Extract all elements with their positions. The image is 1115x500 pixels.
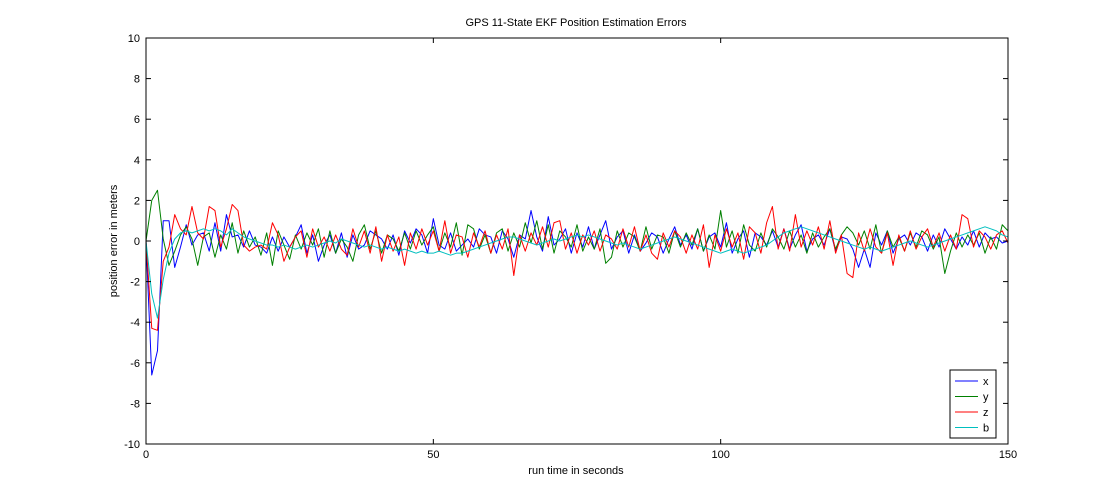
y-tick-label: 10 bbox=[128, 33, 140, 45]
ticks-layer: 0 50 100 150 -10 -8 -6 -4 -2 0 2 4 6 8 10 bbox=[124, 33, 1017, 461]
y-tick-label: 4 bbox=[134, 155, 140, 167]
series-line-y bbox=[145, 189, 1009, 274]
y-tick-label: -4 bbox=[130, 317, 140, 329]
x-tick-label: 150 bbox=[999, 449, 1017, 461]
x-tick-label: 100 bbox=[711, 449, 729, 461]
y-tick-label: 6 bbox=[134, 114, 140, 126]
x-tick-label: 50 bbox=[427, 449, 439, 461]
y-tick-label: -6 bbox=[130, 358, 140, 370]
series-layer bbox=[145, 189, 1009, 376]
legend-label-y: y bbox=[983, 392, 989, 404]
y-axis-label: position error in meters bbox=[108, 184, 120, 297]
chart-title: GPS 11-State EKF Position Estimation Err… bbox=[465, 17, 687, 29]
y-tick-label: 8 bbox=[134, 74, 140, 86]
y-tick-label: -8 bbox=[130, 398, 140, 410]
y-tick-label: -10 bbox=[124, 439, 140, 451]
series-line-b bbox=[145, 226, 1009, 319]
y-tick-label: 2 bbox=[134, 195, 140, 207]
y-tick-label: -2 bbox=[130, 277, 140, 289]
x-axis-label: run time in seconds bbox=[528, 465, 624, 477]
legend-label-x: x bbox=[983, 376, 989, 388]
legend-label-z: z bbox=[983, 407, 989, 419]
x-tick-label: 0 bbox=[143, 449, 149, 461]
y-tick-label: 0 bbox=[134, 236, 140, 248]
legend-label-b: b bbox=[983, 423, 989, 435]
